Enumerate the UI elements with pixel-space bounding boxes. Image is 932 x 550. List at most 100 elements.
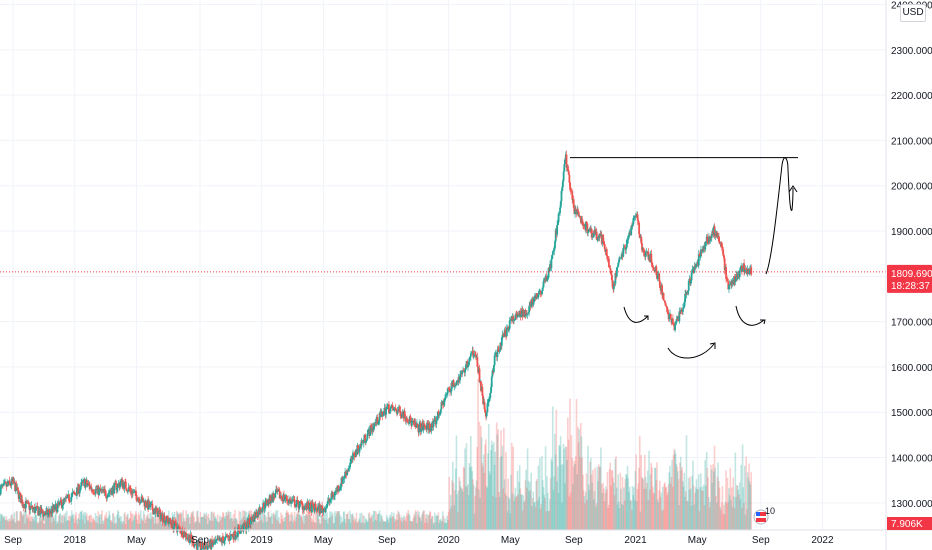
volume-bar — [515, 497, 517, 530]
volume-bar — [84, 512, 87, 530]
volume-bar — [355, 512, 358, 530]
candle-body — [592, 234, 595, 237]
volume-bar — [430, 518, 433, 530]
volume-bar — [490, 450, 492, 530]
volume-bar — [280, 512, 282, 530]
candle-body — [145, 501, 147, 507]
volume-bar — [268, 517, 271, 530]
volume-bar — [257, 511, 260, 530]
volume-bar — [385, 515, 388, 530]
candle-body — [464, 364, 467, 370]
projection-path[interactable] — [765, 157, 794, 275]
volume-bar — [577, 426, 579, 530]
candle-body — [608, 267, 611, 268]
candle-body — [406, 417, 408, 422]
volume-bar — [318, 519, 320, 530]
candle-body — [468, 357, 471, 362]
volume-bar — [232, 520, 234, 530]
volume-bar — [407, 510, 410, 530]
candle-body — [704, 242, 707, 250]
arrow-curve-right[interactable] — [735, 305, 765, 326]
volume-bar — [554, 433, 556, 530]
volume-bar — [671, 459, 673, 530]
candle-body — [701, 249, 704, 253]
candle-body — [18, 493, 21, 499]
volume-bar — [526, 448, 529, 530]
volume-bar — [579, 457, 581, 530]
volume-bar — [65, 510, 68, 530]
candle-body — [125, 488, 128, 491]
candle-body — [51, 506, 54, 514]
candle-body — [602, 234, 605, 243]
volume-bar — [34, 513, 36, 530]
volume-bar — [471, 471, 474, 530]
volume-bar — [558, 444, 561, 530]
volume-bar — [659, 496, 662, 530]
volume-bar — [654, 467, 656, 530]
volume-tag[interactable]: 7.906K — [887, 517, 932, 530]
candle-body — [303, 505, 306, 510]
currency-badge[interactable]: USD — [900, 4, 926, 22]
volume-bar — [652, 492, 655, 530]
event-badge[interactable]: 10 — [753, 506, 775, 525]
volume-bar — [13, 512, 16, 530]
volume-bar — [150, 512, 153, 530]
grid — [0, 0, 886, 530]
time-tick-label: 2020 — [437, 535, 460, 546]
candle-body — [436, 419, 439, 421]
volume-bar — [499, 457, 502, 530]
volume-bar — [53, 517, 55, 530]
volume-bar — [370, 516, 373, 530]
arrow-curve-left[interactable] — [623, 306, 649, 323]
volume-bar — [559, 446, 561, 530]
volume-bar — [60, 522, 62, 530]
volume-bar — [546, 492, 549, 530]
volume-bar — [454, 490, 456, 530]
time-axis[interactable]: Sep 2018 May Sep 2019 May Sep 2020 May Sep 2021 May… — [0, 529, 932, 546]
candle-body — [443, 399, 446, 406]
volume-bar — [311, 522, 313, 530]
arrow-curve-bottom[interactable] — [667, 343, 715, 359]
volume-bar — [557, 492, 560, 530]
volume-bar — [694, 492, 696, 530]
candle-body — [541, 290, 543, 295]
candle-body — [316, 510, 318, 512]
price-axis[interactable]: 2400.0002300.0002200.0002100.0002000.000… — [885, 0, 932, 550]
candle-body — [297, 500, 300, 509]
current-price-tag[interactable]: 1809.690 18:28:37 — [887, 264, 932, 293]
volume-bar — [379, 521, 382, 530]
volume-bar — [273, 516, 276, 530]
volume-bar — [669, 465, 671, 530]
volume-bar — [702, 491, 704, 530]
volume-bar — [323, 513, 325, 530]
volume-bar — [145, 519, 147, 530]
volume-bar — [373, 510, 376, 530]
candle-body — [86, 480, 88, 485]
candle-body — [215, 540, 218, 541]
volume-bar — [586, 499, 589, 530]
candle-body — [674, 322, 677, 325]
volume-bar — [110, 520, 113, 530]
candle-body — [395, 409, 398, 412]
candle-body — [616, 266, 619, 268]
candle-body — [65, 497, 68, 499]
volume-bar — [702, 484, 705, 530]
volume-bar — [395, 519, 397, 530]
candle-body — [608, 258, 610, 268]
volume-bar — [436, 515, 439, 530]
volume-bar — [365, 518, 367, 530]
volume-bar — [510, 474, 512, 530]
candle-body — [76, 487, 78, 496]
volume-bar — [453, 505, 456, 530]
volume-bar — [436, 515, 438, 530]
volume-bar — [503, 427, 505, 530]
volume-bar — [129, 518, 131, 530]
volume-bar — [594, 467, 596, 530]
volume-bar — [345, 513, 348, 530]
volume-bar — [649, 474, 652, 530]
volume-bar — [532, 491, 535, 530]
volume-bar — [211, 521, 214, 530]
candle-body — [470, 352, 473, 354]
user-drawings[interactable] — [570, 157, 798, 359]
